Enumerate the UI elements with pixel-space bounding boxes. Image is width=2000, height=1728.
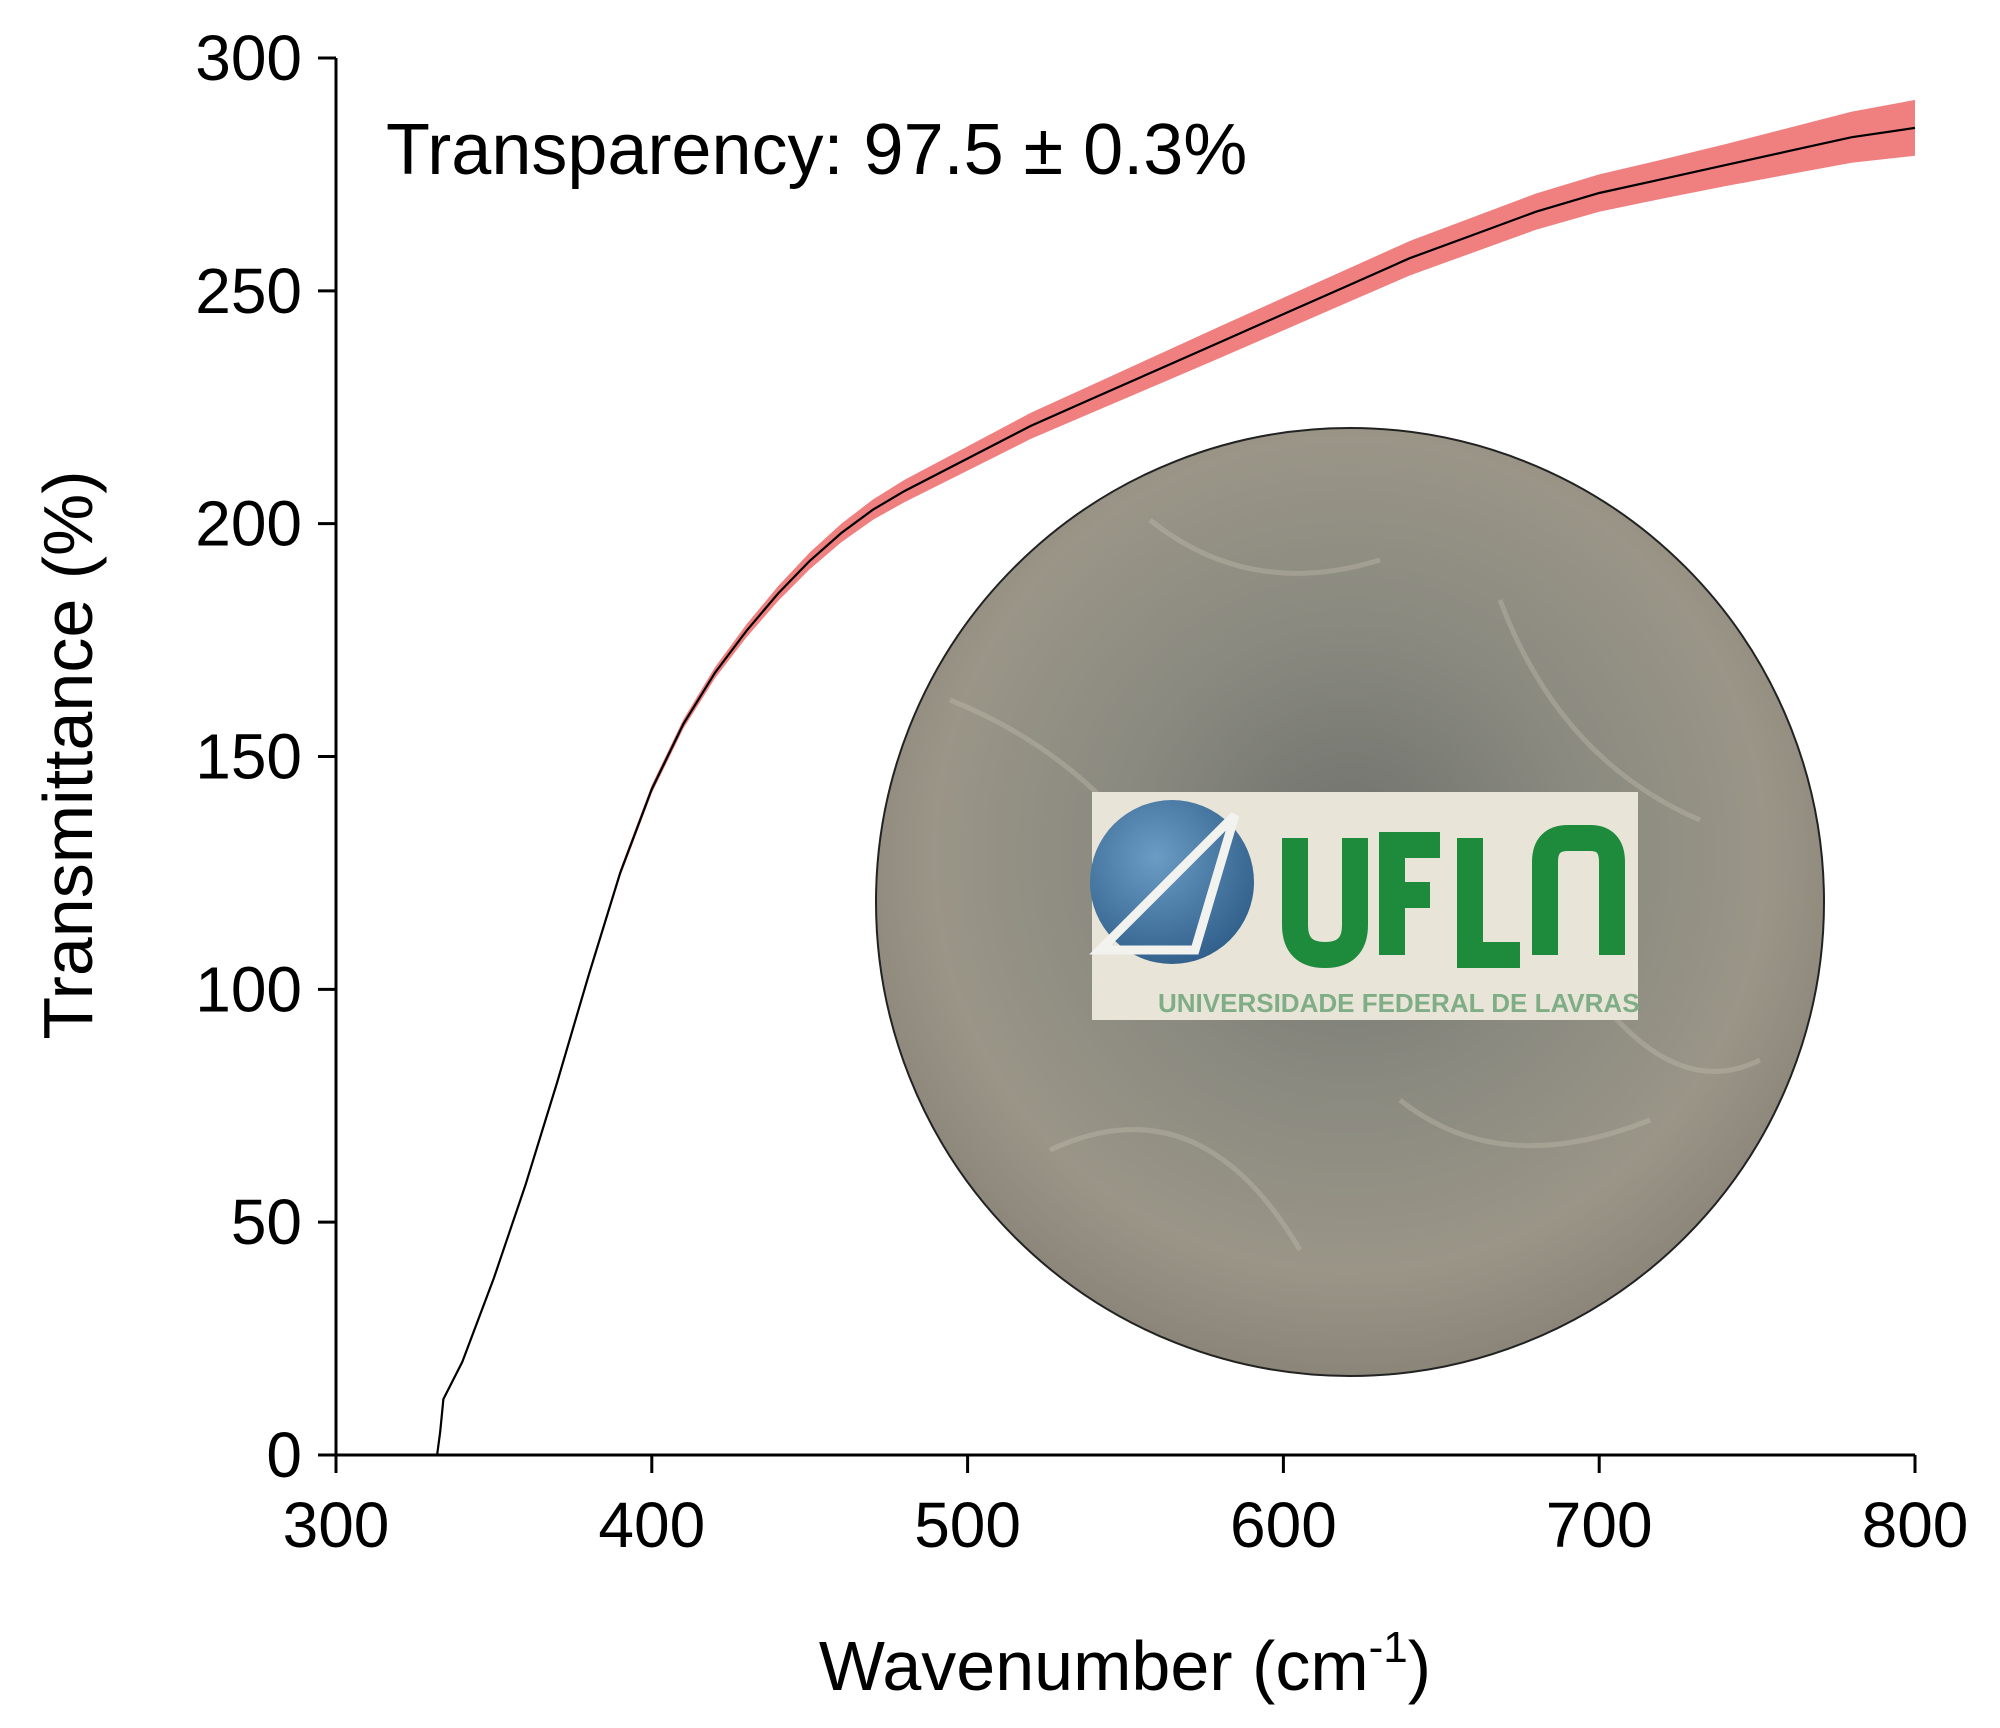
logo-subtitle: UNIVERSIDADE FEDERAL DE LAVRAS [1158, 988, 1640, 1018]
x-axis-title-sup: -1 [1369, 1623, 1408, 1672]
error-band [414, 99, 1915, 1455]
series-line [414, 126, 1916, 1457]
x-axis-title-main: Wavenumber (cm [819, 1627, 1369, 1705]
y-tick-labels: 0 50 100 150 200 250 300 [195, 22, 302, 1491]
x-tick-label: 800 [1862, 1489, 1969, 1561]
x-axis-title: Wavenumber (cm-1) [819, 1623, 1431, 1705]
x-tick-label: 500 [914, 1489, 1021, 1561]
arrow-icon [1089, 811, 1240, 955]
y-tick-label: 200 [195, 488, 302, 560]
x-tick-label: 400 [598, 1489, 705, 1561]
x-tick-labels: 300 400 500 600 700 800 [283, 1489, 1969, 1561]
x-axis-title-end: ) [1408, 1627, 1431, 1705]
y-tick-label: 250 [195, 255, 302, 327]
transparency-annotation: Transparency: 97.5 ± 0.3% [386, 110, 1247, 190]
axis-ticks [318, 56, 1917, 1473]
x-tick-label: 300 [283, 1489, 390, 1561]
x-tick-label: 600 [1230, 1489, 1337, 1561]
y-tick-label: 300 [195, 22, 302, 94]
ufla-logo: UNIVERSIDADE FEDERAL DE LAVRAS [1089, 792, 1640, 1020]
x-tick-label: 700 [1546, 1489, 1653, 1561]
y-tick-label: 100 [195, 953, 302, 1025]
y-tick-label: 0 [266, 1419, 302, 1491]
y-tick-label: 150 [195, 721, 302, 793]
y-axis-title: Transmittance (%) [29, 470, 107, 1039]
inset-photo: UNIVERSIDADE FEDERAL DE LAVRAS [875, 427, 1825, 1377]
y-tick-label: 50 [231, 1186, 302, 1258]
